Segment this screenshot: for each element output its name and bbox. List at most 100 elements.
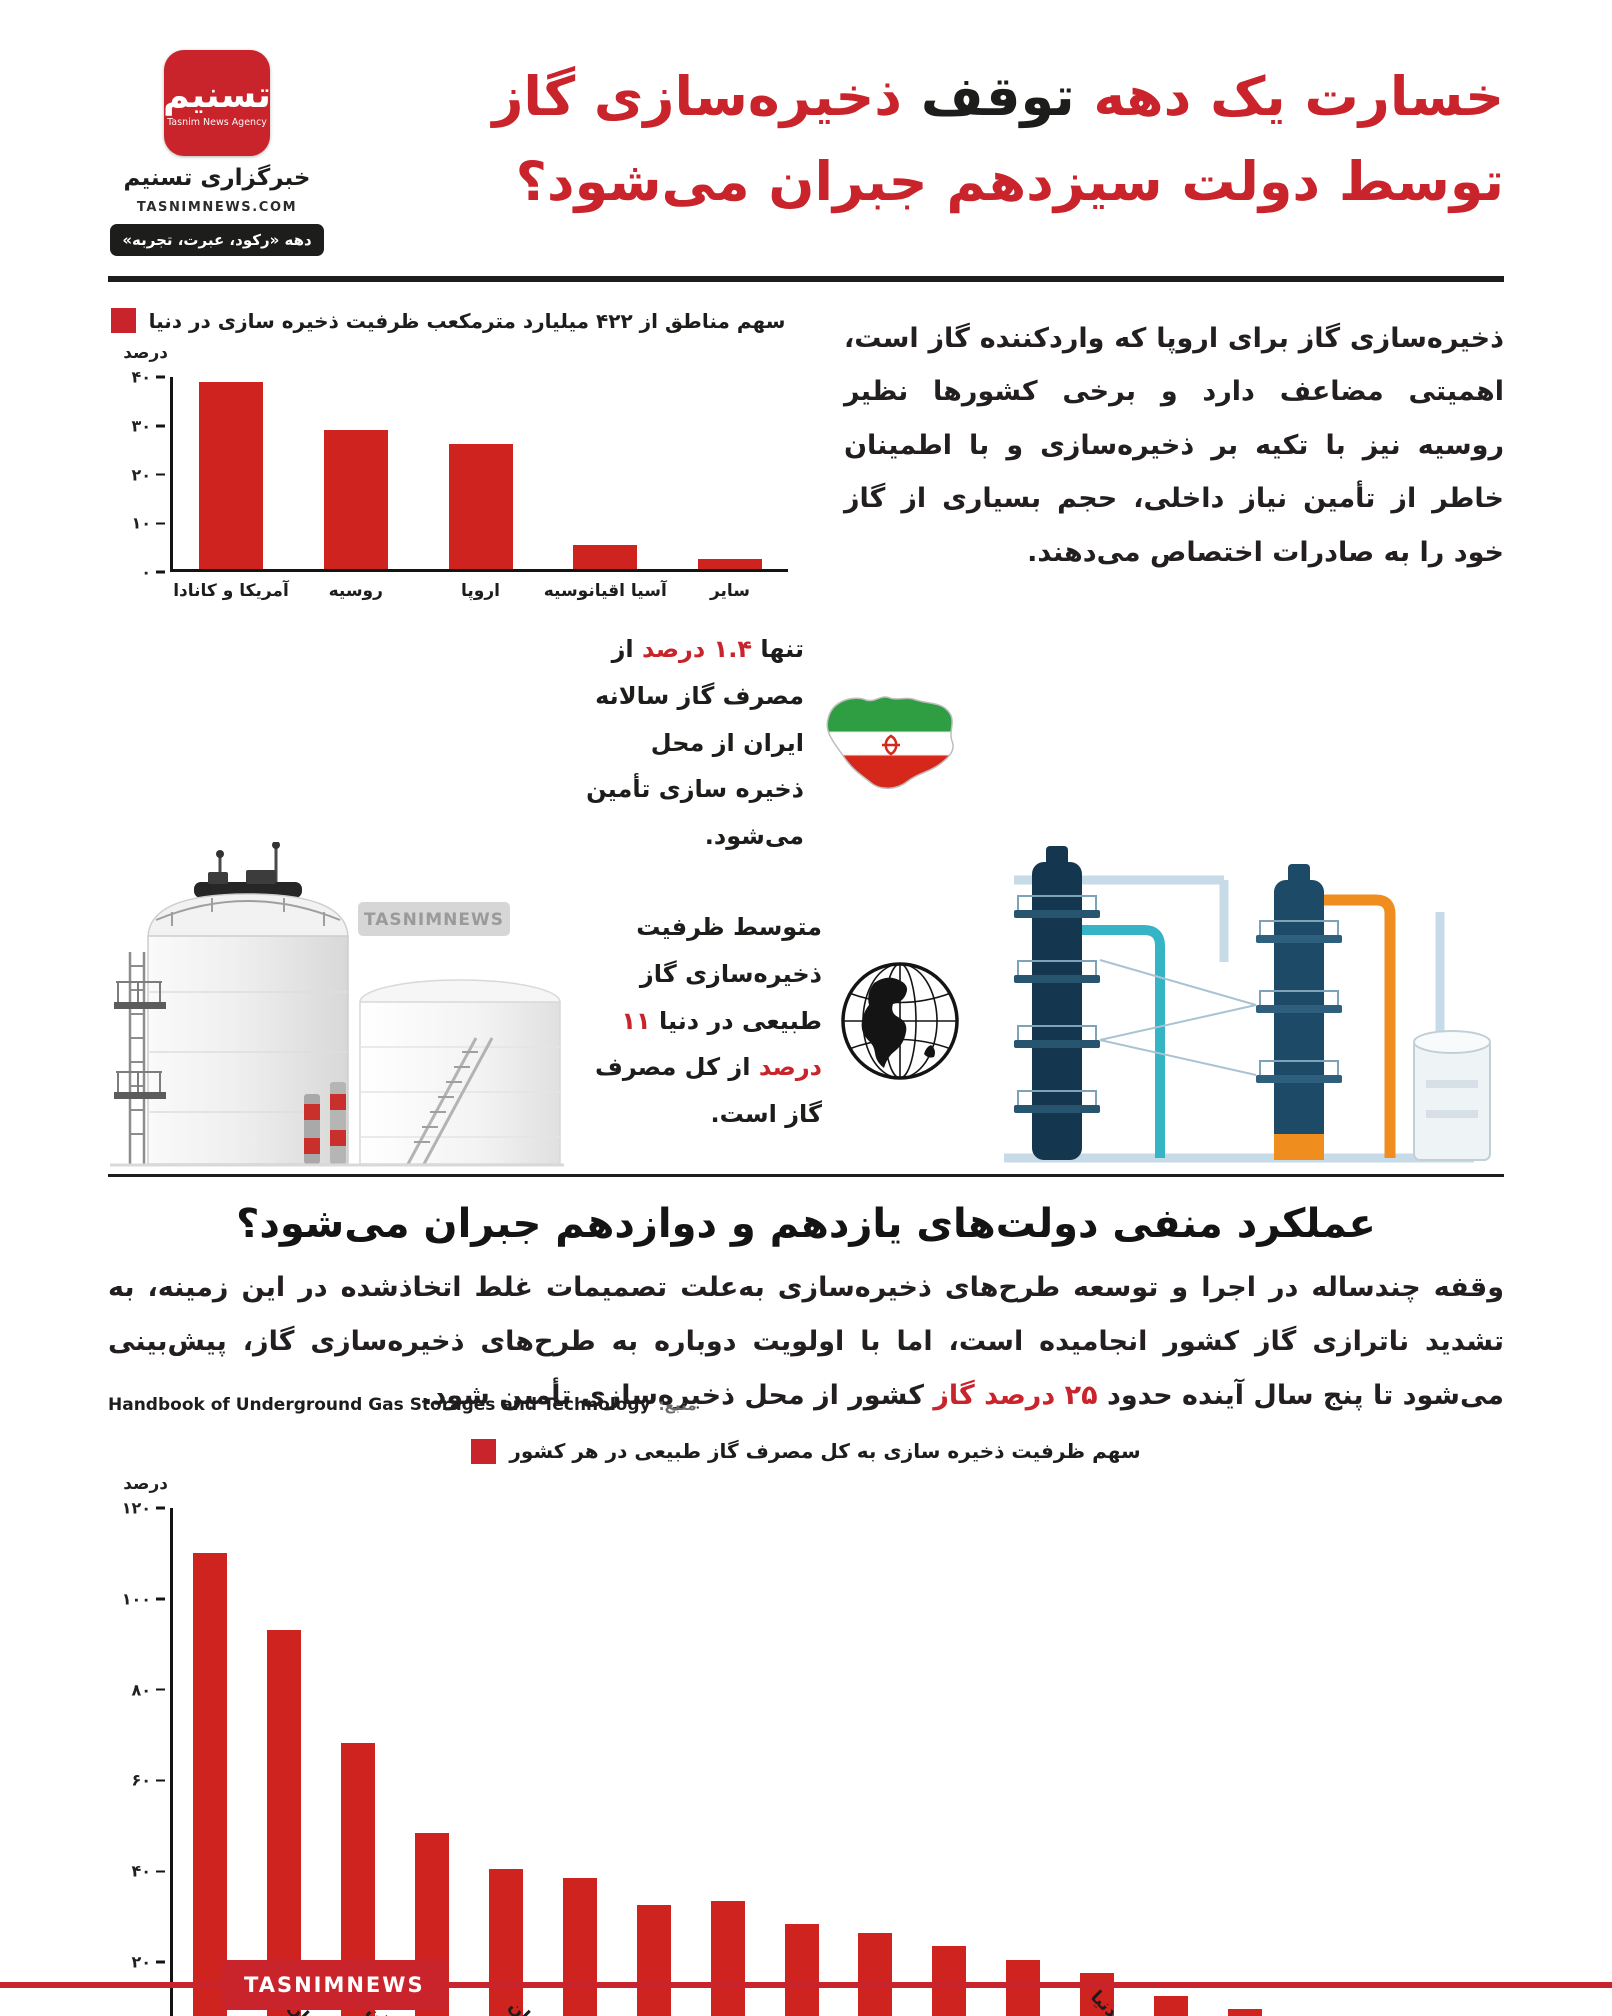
legend-swatch <box>110 308 136 333</box>
headline: خسارت یک دهه توقف ذخیره‌سازی گاز توسط دول… <box>492 54 1504 225</box>
bar-column: لهستان <box>890 1508 967 2016</box>
bar-column: اکراین <box>193 1508 227 2016</box>
bar-column: اروپا <box>448 377 513 601</box>
tasnim-logo[interactable]: تسنیم Tasnim News Agency <box>163 50 271 156</box>
bar <box>323 429 388 569</box>
bar <box>488 1869 523 2016</box>
headline-seg1: خسارت یک دهه <box>1074 65 1504 128</box>
y-axis-tick: ۱۰ <box>131 514 165 533</box>
world-globe-icon <box>841 962 959 1080</box>
fact-world-text: متوسط ظرفیت ذخیره‌سازی گاز طبیعی در دنیا… <box>578 904 822 1138</box>
intro-section: ذخیره‌سازی گاز برای اروپا که واردکننده گ… <box>108 308 1504 612</box>
bar <box>932 1946 967 2016</box>
y-axis-tick: ۸۰ <box>131 1680 165 1699</box>
bar <box>1154 1995 1189 2016</box>
bar-column: آسیا اقیانوسیه <box>544 377 667 601</box>
source-text: Handbook of Underground Gas Storages and… <box>108 1394 651 1415</box>
fact2-highlight: ۱۱ درصد <box>621 1006 822 1082</box>
bars-area: آمریکا و کانادا روسیه اروپا آسیا اقیانوسیه س… <box>170 377 788 601</box>
section-divider <box>108 1173 1504 1177</box>
bars-area: اکراین اتریشمجارستانآذربایجان هلندقزاقستان… <box>170 1507 1504 2016</box>
bar-column: فرانسه <box>595 1508 671 2016</box>
agency-name: خبرگزاری تسنیم <box>123 165 311 191</box>
bar-column: آذربایجان <box>362 1508 449 2016</box>
bar-column: آلمان <box>710 1508 745 2016</box>
chart-country-storage-share: سهم ظرفیت ذخیره سازی به کل مصرف گاز طبیع… <box>108 1438 1504 2016</box>
x-axis-label: آمریکا و کانادا <box>173 581 289 601</box>
bar-column: ایتالیا <box>784 1508 819 2016</box>
x-axis-label: آسیا اقیانوسیه <box>543 581 667 601</box>
y-axis: درصد ۱۲۰۱۰۰۸۰۶۰۴۰۲۰۰ <box>108 1474 170 2016</box>
bar-column: روسیه <box>1006 1508 1041 2016</box>
chart-plot: درصد ۱۲۰۱۰۰۸۰۶۰۴۰۲۰۰ اکرایناتریشمجارستان… <box>108 1474 1504 2016</box>
x-axis-label: روسیه <box>328 581 383 601</box>
y-axis-tick: ۰ <box>141 563 165 582</box>
fact1-post: از مصرف گاز سالانه ایران از محل ذخیره سا… <box>586 635 804 851</box>
bar <box>562 1878 597 2016</box>
headline-seg2: توقف <box>920 65 1075 128</box>
fact1-pre: تنها <box>751 635 804 663</box>
y-axis-tick: ۲۰ <box>131 1953 165 1972</box>
bar <box>784 1923 819 2016</box>
y-axis-tick: ۲۰ <box>131 465 165 484</box>
bar-column: چین <box>1302 1508 1336 2016</box>
refinery-illustration <box>1004 845 1491 1163</box>
y-axis-tick: ۶۰ <box>131 1771 165 1790</box>
tasnim-logo-wordmark: تسنیم <box>163 74 271 116</box>
fact-iran-consumption: تنها ۱.۴ درصد از مصرف گاز سالانه ایران ا… <box>578 626 964 860</box>
illustration-band: TASNIMNEWS <box>108 626 1504 1172</box>
watermark-box <box>358 901 510 936</box>
y-axis: درصد ۴۰ ۳۰ ۲۰ ۱۰ ۰ <box>108 343 170 582</box>
bar <box>698 559 762 569</box>
fact1-highlight: ۱.۴ درصد <box>642 635 752 663</box>
bar-column: ایران <box>1450 1508 1484 2016</box>
y-axis-tick: ۳۰ <box>131 416 165 435</box>
bar-column: قزاقستان <box>505 1508 597 2016</box>
header-divider <box>108 276 1504 282</box>
fact2-post: از کل مصرف گاز است. <box>595 1053 822 1129</box>
chart-legend-label: سهم مناطق از ۴۲۲ میلیارد مترمکعب ظرفیت ذ… <box>148 308 786 333</box>
y-axis-unit: درصد <box>123 1473 168 1494</box>
bar-column: آمریکا <box>1080 1508 1115 2016</box>
header: خسارت یک دهه توقف ذخیره‌سازی گاز توسط دول… <box>108 48 1504 256</box>
bar <box>710 1900 745 2016</box>
para-highlight: ۲۵ درصد گاز <box>933 1379 1098 1411</box>
footer-brand[interactable]: TASNIMNEWS <box>222 1960 447 2010</box>
x-axis-label: اروپا <box>461 581 500 601</box>
tasnim-watermark: TASNIMNEWS <box>364 910 504 930</box>
x-axis-label: سایر <box>709 581 751 601</box>
headline-line2: توسط دولت سیزدهم جبران می‌شود؟ <box>515 150 1504 214</box>
chart-legend-label: سهم ظرفیت ذخیره سازی به کل مصرف گاز طبیع… <box>509 1439 1141 1464</box>
fact-world-average: متوسط ظرفیت ذخیره‌سازی گاز طبیعی در دنیا… <box>578 904 964 1138</box>
site-url[interactable]: TASNIMNEWS.COM <box>136 200 298 215</box>
intro-paragraph: ذخیره‌سازی گاز برای اروپا که واردکننده گ… <box>844 323 1504 568</box>
tasnim-logo-block[interactable]: تسنیم Tasnim News Agency خبرگزاری تسنیم … <box>108 48 326 256</box>
chart-legend: سهم مناطق از ۴۲۲ میلیارد مترمکعب ظرفیت ذ… <box>108 308 788 333</box>
fact2-pre: متوسط ظرفیت ذخیره‌سازی گاز طبیعی در دنیا <box>636 912 822 1035</box>
bar-column: ترکیه <box>1228 1508 1263 2016</box>
y-axis-unit: درصد <box>123 343 168 363</box>
bar <box>636 1905 671 2016</box>
bar-column: متوسط دنیا <box>1086 1508 1189 2016</box>
fact-iran-text: تنها ۱.۴ درصد از مصرف گاز سالانه ایران ا… <box>578 626 804 860</box>
para-post: کشور از محل ذخیره‌سازی تأمین شود. <box>422 1379 934 1411</box>
bar <box>199 381 263 569</box>
section2-paragraph-wrap: وقفه چندساله در اجرا و توسعه طرح‌های ذخی… <box>108 1261 1504 1423</box>
bar-column: هلند <box>488 1508 523 2016</box>
gas-storage-tanks-illustration: TASNIMNEWS <box>110 841 564 1167</box>
y-axis-tick: ۱۲۰ <box>122 1498 165 1517</box>
chart-region-storage-share: سهم مناطق از ۴۲۲ میلیارد مترمکعب ظرفیت ذ… <box>108 308 788 612</box>
bar-column: روسیه <box>323 377 388 601</box>
tasnim-logo-english: Tasnim News Agency <box>167 116 267 128</box>
facts-column: تنها ۱.۴ درصد از مصرف گاز سالانه ایران ا… <box>574 626 968 1172</box>
source-label: منبع: <box>658 1395 697 1414</box>
bar <box>858 1932 893 2016</box>
chart-legend: سهم ظرفیت ذخیره سازی به کل مصرف گاز طبیع… <box>108 1438 1504 1464</box>
decade-badge: دهه «رکود، عبرت، تجربه» <box>110 224 324 256</box>
headline-seg3: ذخیره‌سازی گاز <box>492 65 921 128</box>
bar <box>573 545 638 569</box>
source-line: منبع: Handbook of Underground Gas Storag… <box>108 1395 696 1415</box>
bar-column: آمریکا و کانادا <box>173 377 289 601</box>
legend-swatch <box>471 1438 497 1464</box>
